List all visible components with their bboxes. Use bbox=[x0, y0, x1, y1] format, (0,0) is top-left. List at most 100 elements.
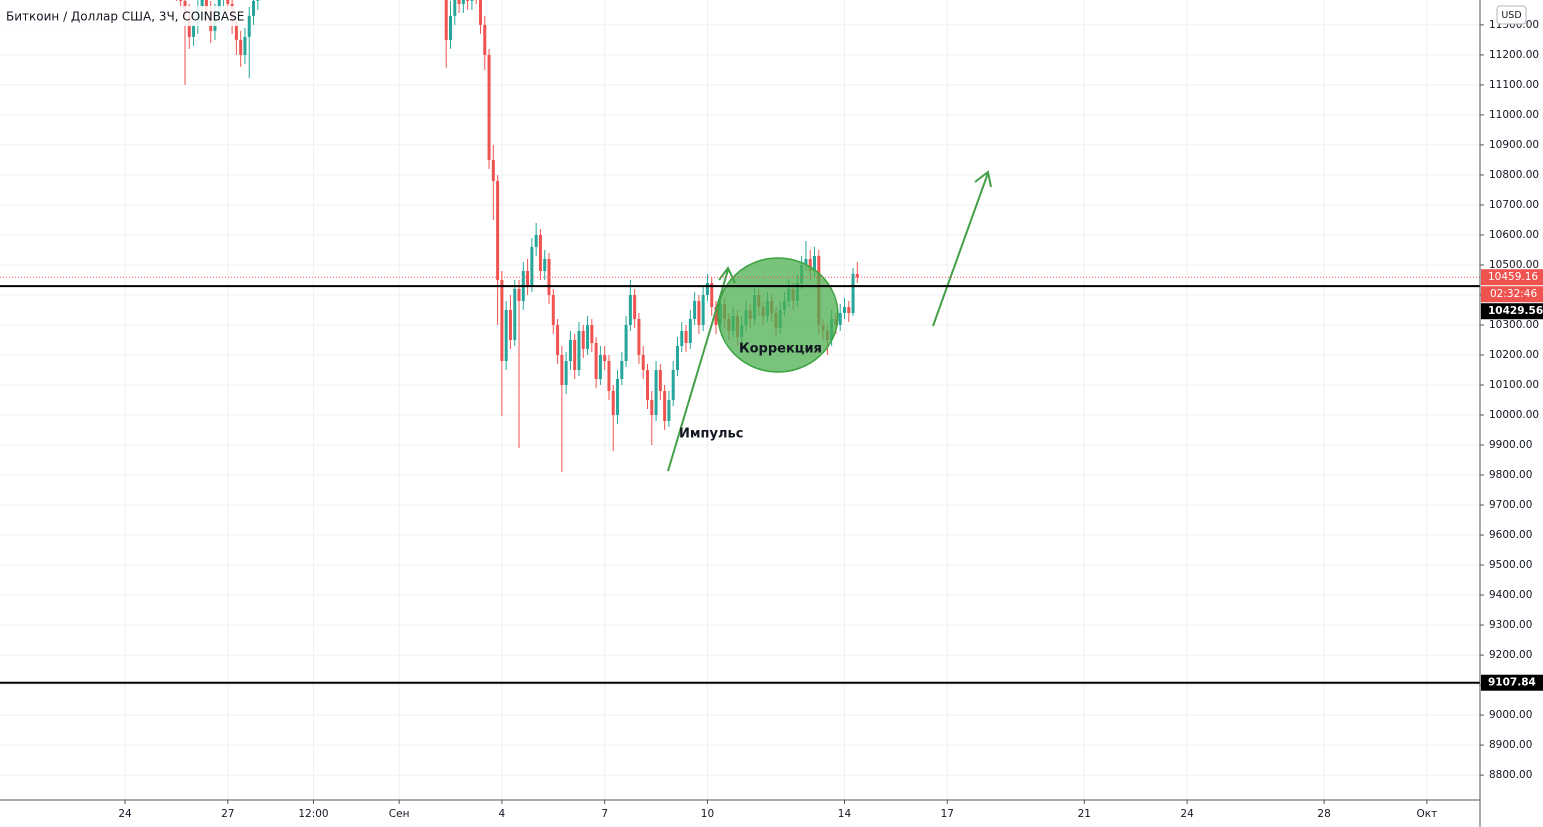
chart-title: Биткоин / Доллар США, 3Ч, COINBASE bbox=[6, 10, 244, 24]
x-tick-label: 12:00 bbox=[298, 808, 328, 820]
candle-body bbox=[453, 0, 457, 16]
candle-body bbox=[847, 306, 851, 313]
candle-body bbox=[534, 234, 538, 247]
candle-body bbox=[573, 339, 577, 370]
candle-body bbox=[449, 15, 453, 40]
candle-body bbox=[500, 279, 504, 361]
candle-body bbox=[483, 24, 487, 55]
x-tick-label: 28 bbox=[1317, 808, 1330, 820]
candle-body bbox=[586, 324, 590, 349]
x-tick-label: Окт bbox=[1417, 808, 1438, 820]
title-bg bbox=[0, 6, 238, 26]
candle-body bbox=[461, 0, 465, 4]
candle-body bbox=[646, 369, 649, 400]
candle-body bbox=[247, 15, 251, 37]
candle-body bbox=[705, 282, 709, 295]
candle-body bbox=[697, 300, 701, 325]
candle-body bbox=[487, 54, 491, 160]
candle-body bbox=[808, 258, 812, 271]
candle-body bbox=[192, 24, 196, 37]
candle-body bbox=[234, 21, 238, 40]
candle-body bbox=[200, 0, 204, 7]
y-tick-label: 9000.00 bbox=[1489, 709, 1532, 721]
x-tick-label: 14 bbox=[838, 808, 852, 820]
candle-body bbox=[564, 360, 568, 385]
last-price-label: 10459.16 bbox=[1488, 271, 1538, 283]
candle-body bbox=[633, 294, 637, 319]
level-box bbox=[1481, 674, 1543, 691]
candle-body bbox=[663, 390, 667, 422]
candle-body bbox=[560, 354, 564, 385]
candle-body bbox=[470, 0, 474, 1]
candle-body bbox=[204, 0, 208, 10]
x-tick-label: 24 bbox=[118, 808, 132, 820]
candles bbox=[175, 0, 859, 473]
candle-body bbox=[658, 369, 662, 391]
countdown-label: 02:32:46 bbox=[1490, 288, 1537, 300]
candle-body bbox=[239, 39, 243, 55]
candle-body bbox=[457, 0, 461, 4]
annotation: Коррекция bbox=[739, 342, 822, 357]
y-tick-label: 10500.00 bbox=[1489, 259, 1539, 271]
level-box bbox=[1481, 303, 1543, 320]
candle-body bbox=[466, 0, 470, 1]
candle-body bbox=[590, 324, 594, 343]
candle-body bbox=[688, 318, 692, 343]
y-tick-label: 10800.00 bbox=[1489, 169, 1539, 181]
impulse-arrowhead bbox=[718, 266, 736, 284]
annotation: Импульс bbox=[679, 427, 743, 442]
y-tick-label: 9900.00 bbox=[1489, 439, 1532, 451]
y-tick-label: 11000.00 bbox=[1489, 109, 1539, 121]
y-tick-label: 10200.00 bbox=[1489, 349, 1539, 361]
y-tick-label: 10300.00 bbox=[1489, 319, 1539, 331]
candle-body bbox=[654, 369, 658, 416]
candle-body bbox=[187, 15, 191, 37]
y-tick-label: 8900.00 bbox=[1489, 739, 1532, 751]
x-tick-label: Сен bbox=[389, 808, 410, 820]
candle-body bbox=[650, 400, 654, 416]
y-tick-label: 10600.00 bbox=[1489, 229, 1539, 241]
candle-body bbox=[813, 255, 817, 271]
candle-body bbox=[179, 0, 183, 1]
candle-body bbox=[538, 234, 542, 271]
x-tick-label: 24 bbox=[1180, 808, 1194, 820]
candle-body bbox=[543, 258, 547, 271]
candle-body bbox=[701, 294, 705, 325]
candle-body bbox=[243, 36, 247, 55]
y-tick-label: 10900.00 bbox=[1489, 139, 1539, 151]
y-tick-label: 9300.00 bbox=[1489, 619, 1532, 631]
grid bbox=[0, 0, 1480, 800]
level-label: 10429.56 bbox=[1488, 305, 1543, 317]
candle-body bbox=[594, 342, 598, 379]
candle-body bbox=[710, 282, 714, 307]
y-tick-label: 10100.00 bbox=[1489, 379, 1539, 391]
candle-body bbox=[838, 312, 842, 325]
y-tick-label: 9400.00 bbox=[1489, 589, 1532, 601]
candle-body bbox=[581, 330, 585, 349]
y-tick-label: 10000.00 bbox=[1489, 409, 1539, 421]
time-axis-bg bbox=[0, 800, 1480, 827]
candle-body bbox=[513, 288, 517, 340]
candle-body bbox=[607, 360, 611, 391]
candle-body bbox=[226, 0, 230, 4]
candle-body bbox=[598, 354, 602, 379]
candle-body bbox=[680, 330, 684, 346]
candle-body bbox=[491, 159, 495, 181]
candle-body bbox=[611, 390, 615, 416]
y-tick-label: 9700.00 bbox=[1489, 499, 1532, 511]
candle-body bbox=[603, 354, 607, 361]
y-tick-label: 10700.00 bbox=[1489, 199, 1539, 211]
candle-body bbox=[568, 339, 572, 361]
currency-box[interactable] bbox=[1496, 5, 1527, 25]
x-tick-label: 10 bbox=[701, 808, 714, 820]
candle-body bbox=[620, 360, 624, 379]
candle-body bbox=[714, 306, 718, 325]
impulse-arrow bbox=[667, 269, 729, 472]
target-arrowhead bbox=[974, 170, 992, 188]
candle-body bbox=[252, 0, 256, 16]
y-tick-label: 11200.00 bbox=[1489, 49, 1539, 61]
candle-body bbox=[556, 324, 560, 355]
candle-body bbox=[444, 0, 448, 40]
y-tick-label: 9500.00 bbox=[1489, 559, 1532, 571]
